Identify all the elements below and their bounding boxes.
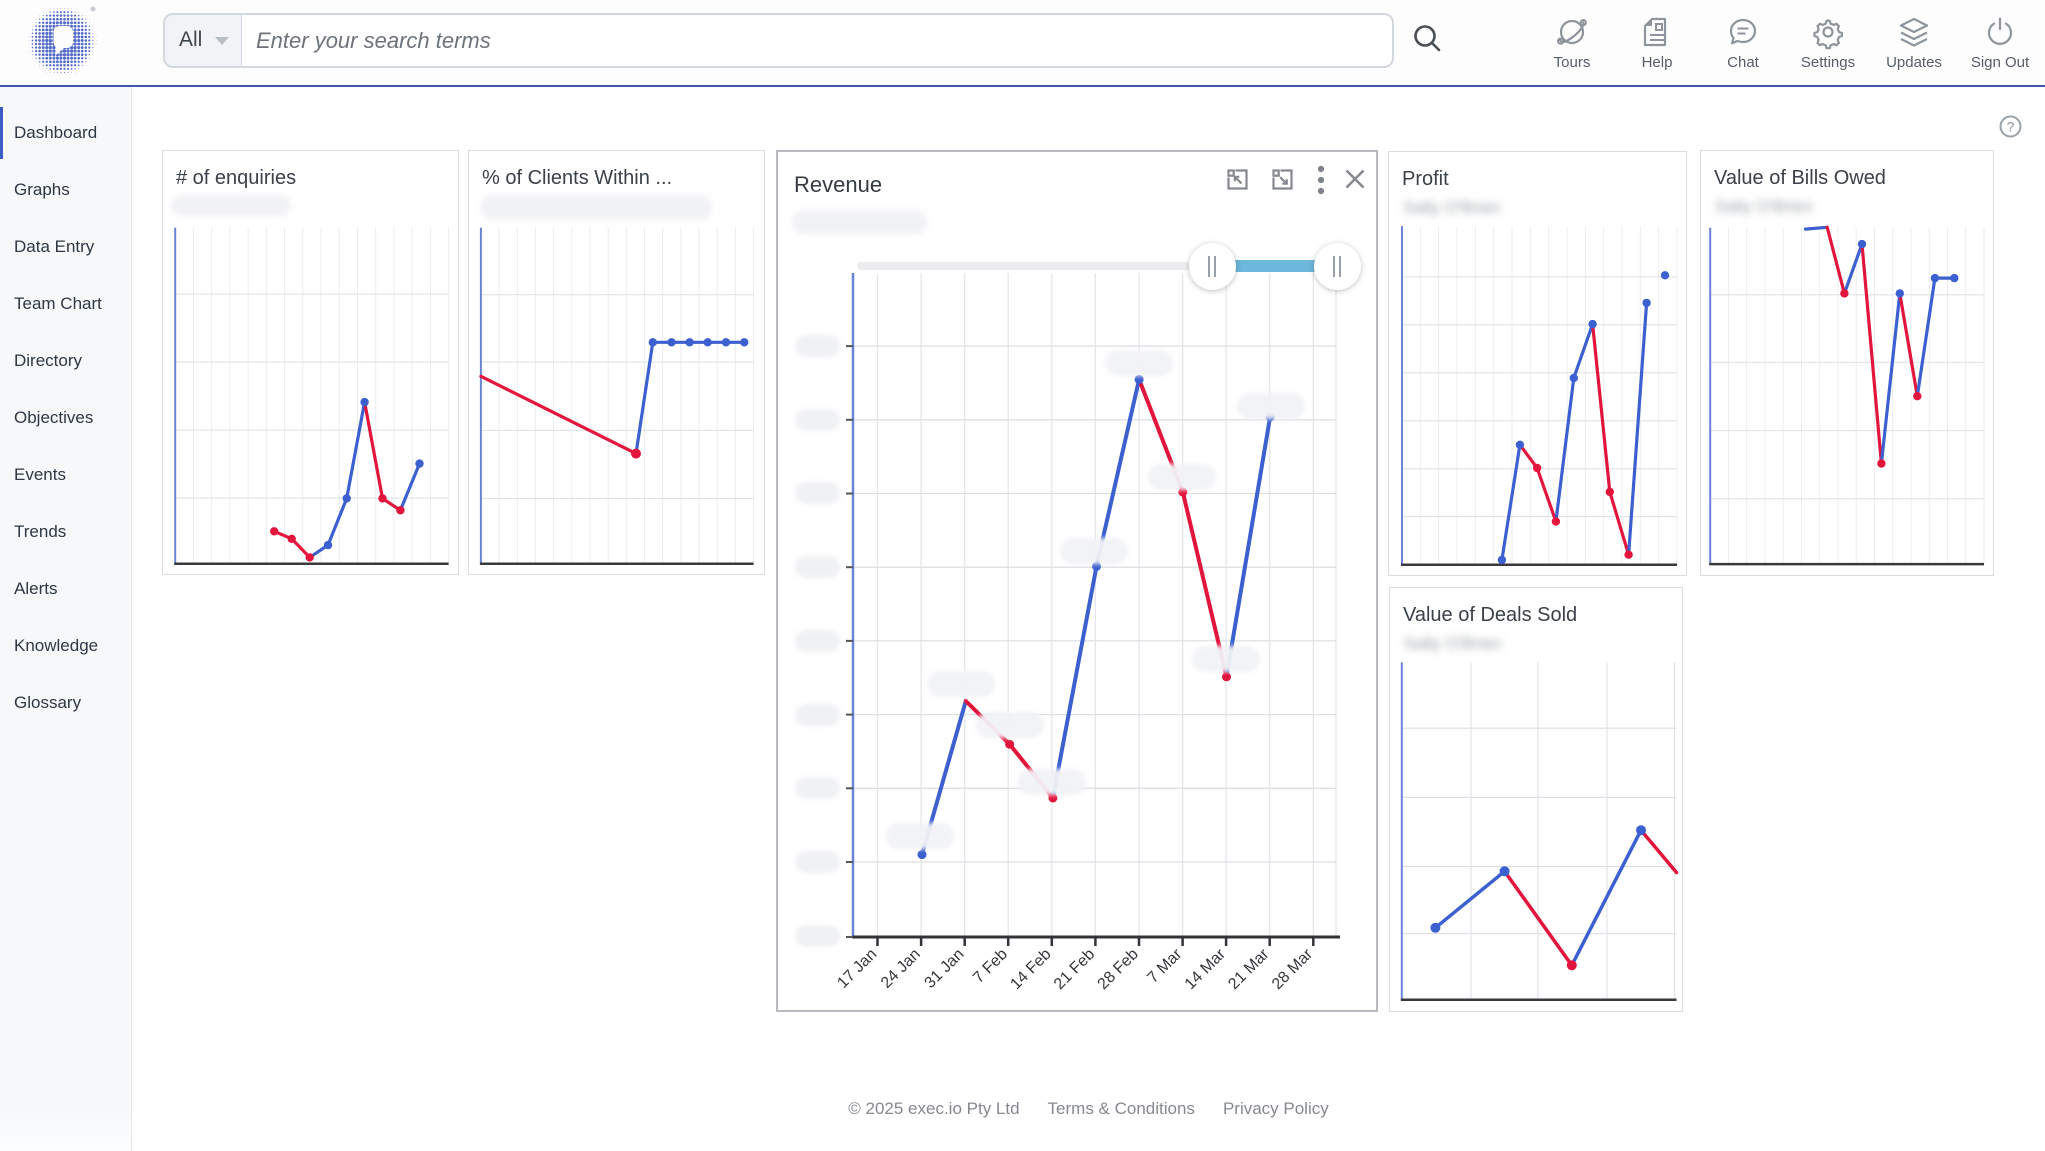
svg-text:31 Jan: 31 Jan (922, 946, 968, 992)
svg-text:7 Feb: 7 Feb (970, 946, 1011, 987)
svg-text:14 Mar: 14 Mar (1182, 945, 1230, 993)
svg-text:17 Jan: 17 Jan (834, 946, 880, 992)
svg-text:?: ? (2007, 119, 2015, 135)
svg-text:28 Mar: 28 Mar (1269, 945, 1317, 993)
svg-text:28 Feb: 28 Feb (1095, 946, 1142, 993)
svg-text:14 Feb: 14 Feb (1007, 946, 1054, 993)
svg-text:7 Mar: 7 Mar (1144, 945, 1185, 986)
svg-text:21 Feb: 21 Feb (1051, 946, 1098, 993)
svg-text:21 Mar: 21 Mar (1225, 945, 1273, 993)
svg-text:24 Jan: 24 Jan (878, 946, 924, 992)
